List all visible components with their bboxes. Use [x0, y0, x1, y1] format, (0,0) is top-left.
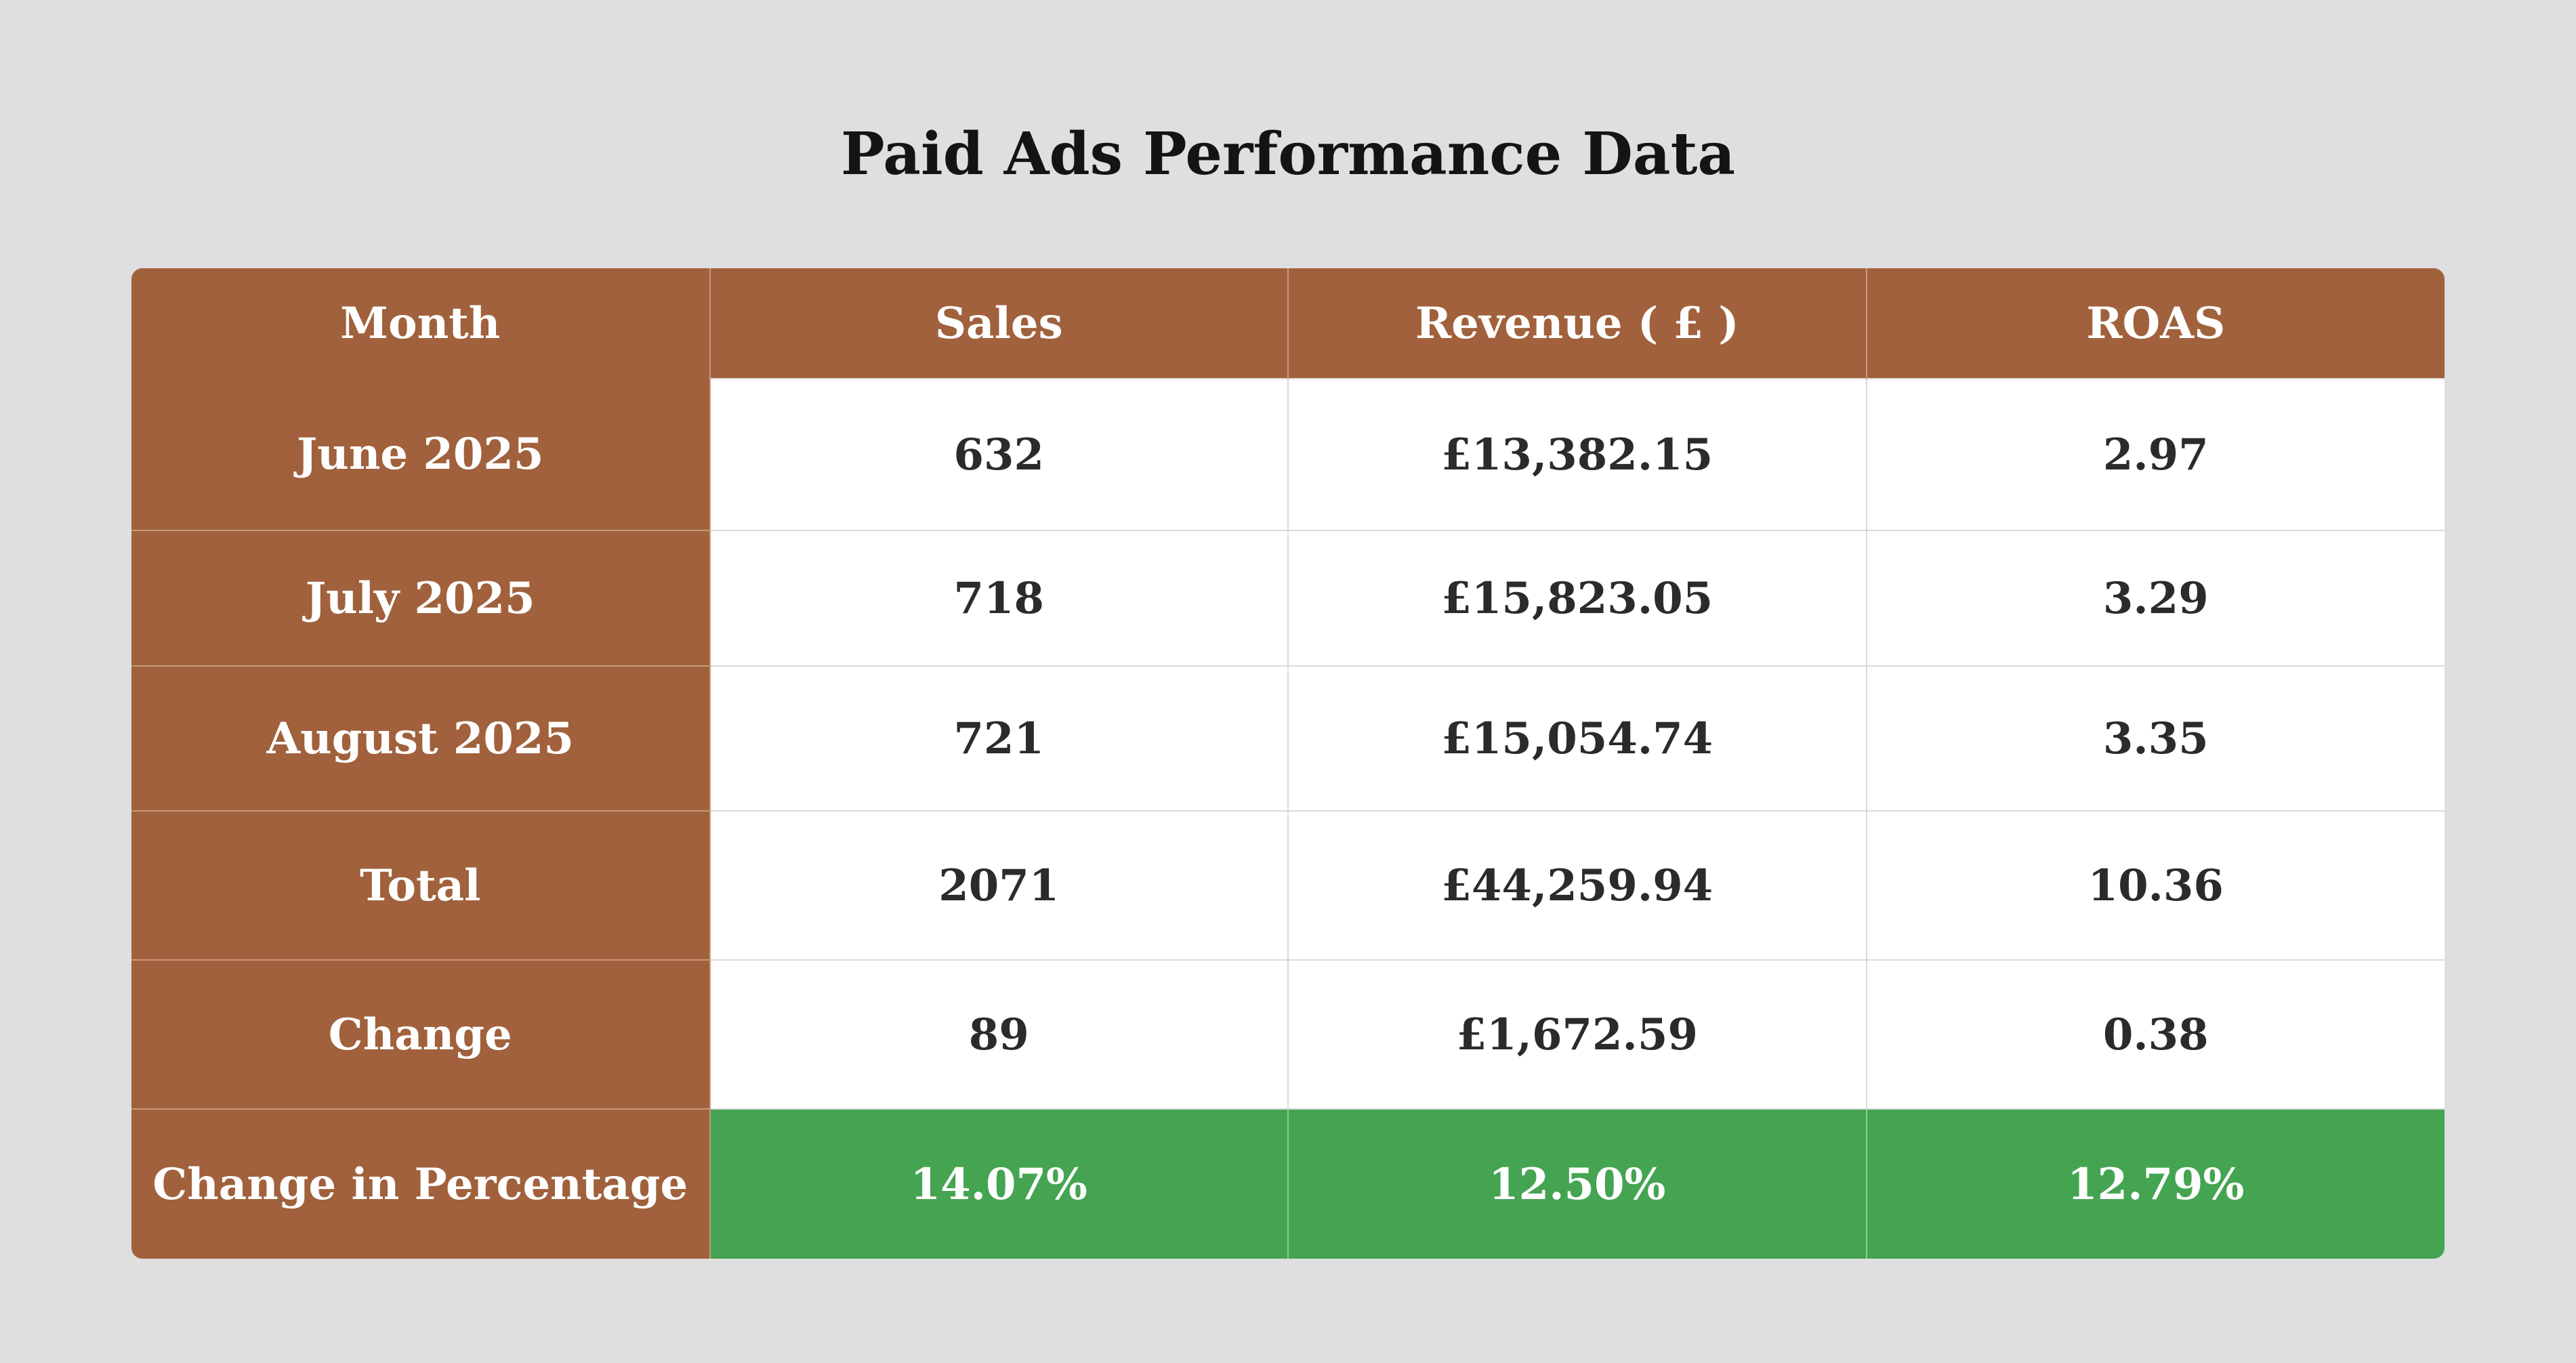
- cell-sales: 632: [709, 378, 1289, 531]
- cell-revenue: £15,054.74: [1287, 665, 1867, 812]
- page-title: Paid Ads Performance Data: [840, 120, 1736, 188]
- table-row: August 2025 721 £15,054.74 3.35: [131, 665, 2445, 812]
- table-row-change: Change 89 £1,672.59 0.38: [131, 959, 2445, 1110]
- header-month: Month: [131, 268, 711, 379]
- cell-sales: 718: [709, 530, 1289, 667]
- cell-roas: 10.36: [1865, 810, 2445, 961]
- cell-revenue: £44,259.94: [1287, 810, 1867, 961]
- cell-sales: 721: [709, 665, 1289, 812]
- cell-roas: 0.38: [1865, 959, 2445, 1110]
- cell-sales: 2071: [709, 810, 1289, 961]
- table-row-total: Total 2071 £44,259.94 10.36: [131, 810, 2445, 961]
- cell-sales-percentage: 14.07%: [709, 1108, 1289, 1259]
- row-label-august-2025: August 2025: [131, 665, 711, 812]
- performance-table: Month Sales Revenue ( £ ) ROAS June 2025…: [131, 268, 2445, 1259]
- table-row: July 2025 718 £15,823.05 3.29: [131, 530, 2445, 667]
- cell-roas: 2.97: [1865, 378, 2445, 531]
- header-sales: Sales: [709, 268, 1289, 379]
- cell-roas: 3.35: [1865, 665, 2445, 812]
- performance-table-container: Month Sales Revenue ( £ ) ROAS June 2025…: [131, 268, 2445, 1259]
- cell-revenue: £13,382.15: [1287, 378, 1867, 531]
- cell-revenue: £1,672.59: [1287, 959, 1867, 1110]
- cell-roas: 3.29: [1865, 530, 2445, 667]
- row-label-total: Total: [131, 810, 711, 961]
- row-label-change: Change: [131, 959, 711, 1110]
- cell-roas-percentage: 12.79%: [1865, 1108, 2445, 1259]
- row-label-july-2025: July 2025: [131, 530, 711, 667]
- header-roas: ROAS: [1865, 268, 2445, 379]
- table-header-row: Month Sales Revenue ( £ ) ROAS: [131, 268, 2445, 379]
- cell-sales: 89: [709, 959, 1289, 1110]
- row-label-june-2025: June 2025: [131, 379, 711, 531]
- header-revenue: Revenue ( £ ): [1287, 268, 1867, 379]
- table-row-change-percentage: Change in Percentage 14.07% 12.50% 12.79…: [131, 1108, 2445, 1259]
- cell-revenue: £15,823.05: [1287, 530, 1867, 667]
- cell-revenue-percentage: 12.50%: [1287, 1108, 1867, 1259]
- row-label-change-in-percentage: Change in Percentage: [131, 1108, 711, 1259]
- table-row: June 2025 632 £13,382.15 2.97: [131, 378, 2445, 531]
